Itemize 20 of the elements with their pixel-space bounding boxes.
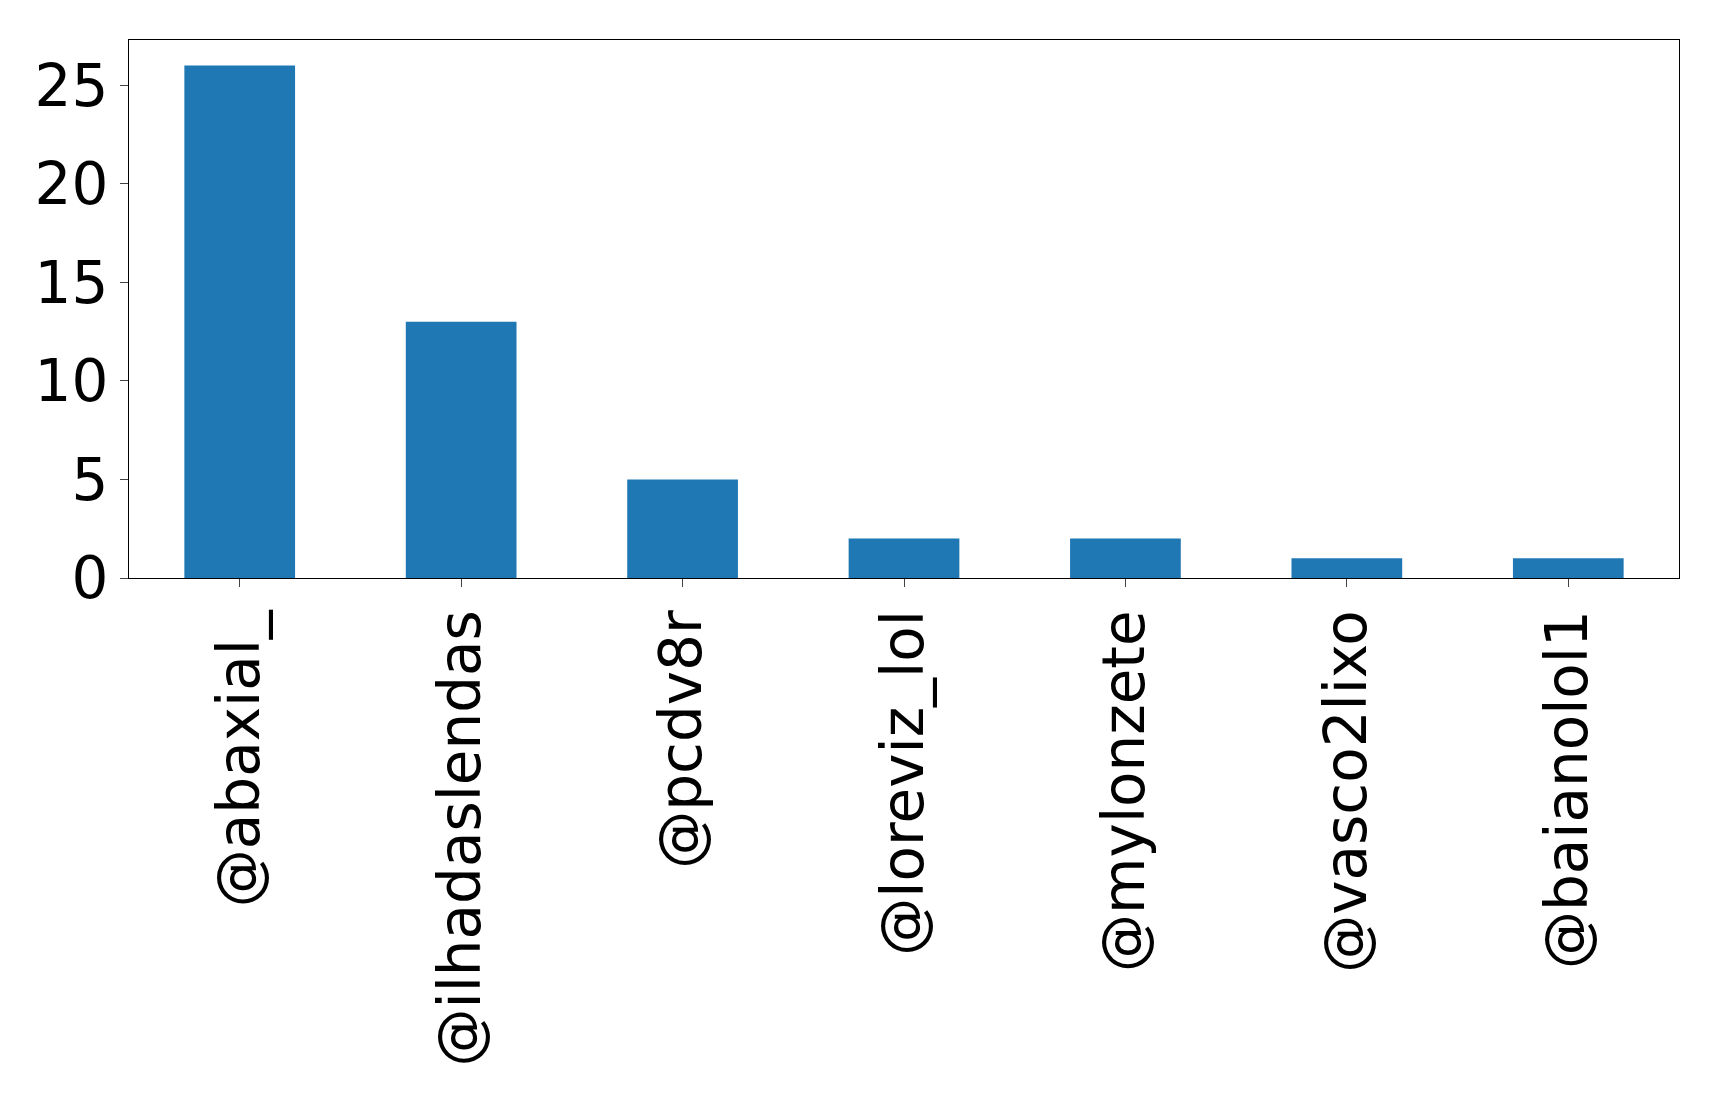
y-tick-label: 10 <box>34 347 109 416</box>
x-tick-label: @baianolol1 <box>1533 610 1602 970</box>
bar <box>627 479 738 578</box>
x-tick-label: @loreviz_lol <box>868 610 937 956</box>
bar <box>1070 538 1181 578</box>
y-tick-label: 15 <box>34 248 109 317</box>
x-tick-label: @abaxial_ <box>204 609 273 908</box>
y-tick-label: 25 <box>34 51 109 120</box>
x-tick-label: @pcdv8r <box>647 610 716 869</box>
bar <box>184 65 296 578</box>
bar <box>1291 558 1403 578</box>
bar <box>848 538 960 578</box>
y-tick-label: 0 <box>71 544 109 613</box>
bar <box>1512 558 1624 578</box>
y-tick-label: 20 <box>34 150 109 219</box>
x-tick-label: @vasco2lixo <box>1311 610 1380 973</box>
x-tick-label: @ilhadaslendas <box>425 610 494 1067</box>
y-tick-label: 5 <box>71 445 109 514</box>
bar <box>405 321 517 578</box>
x-tick-label: @mylonzete <box>1090 610 1159 972</box>
